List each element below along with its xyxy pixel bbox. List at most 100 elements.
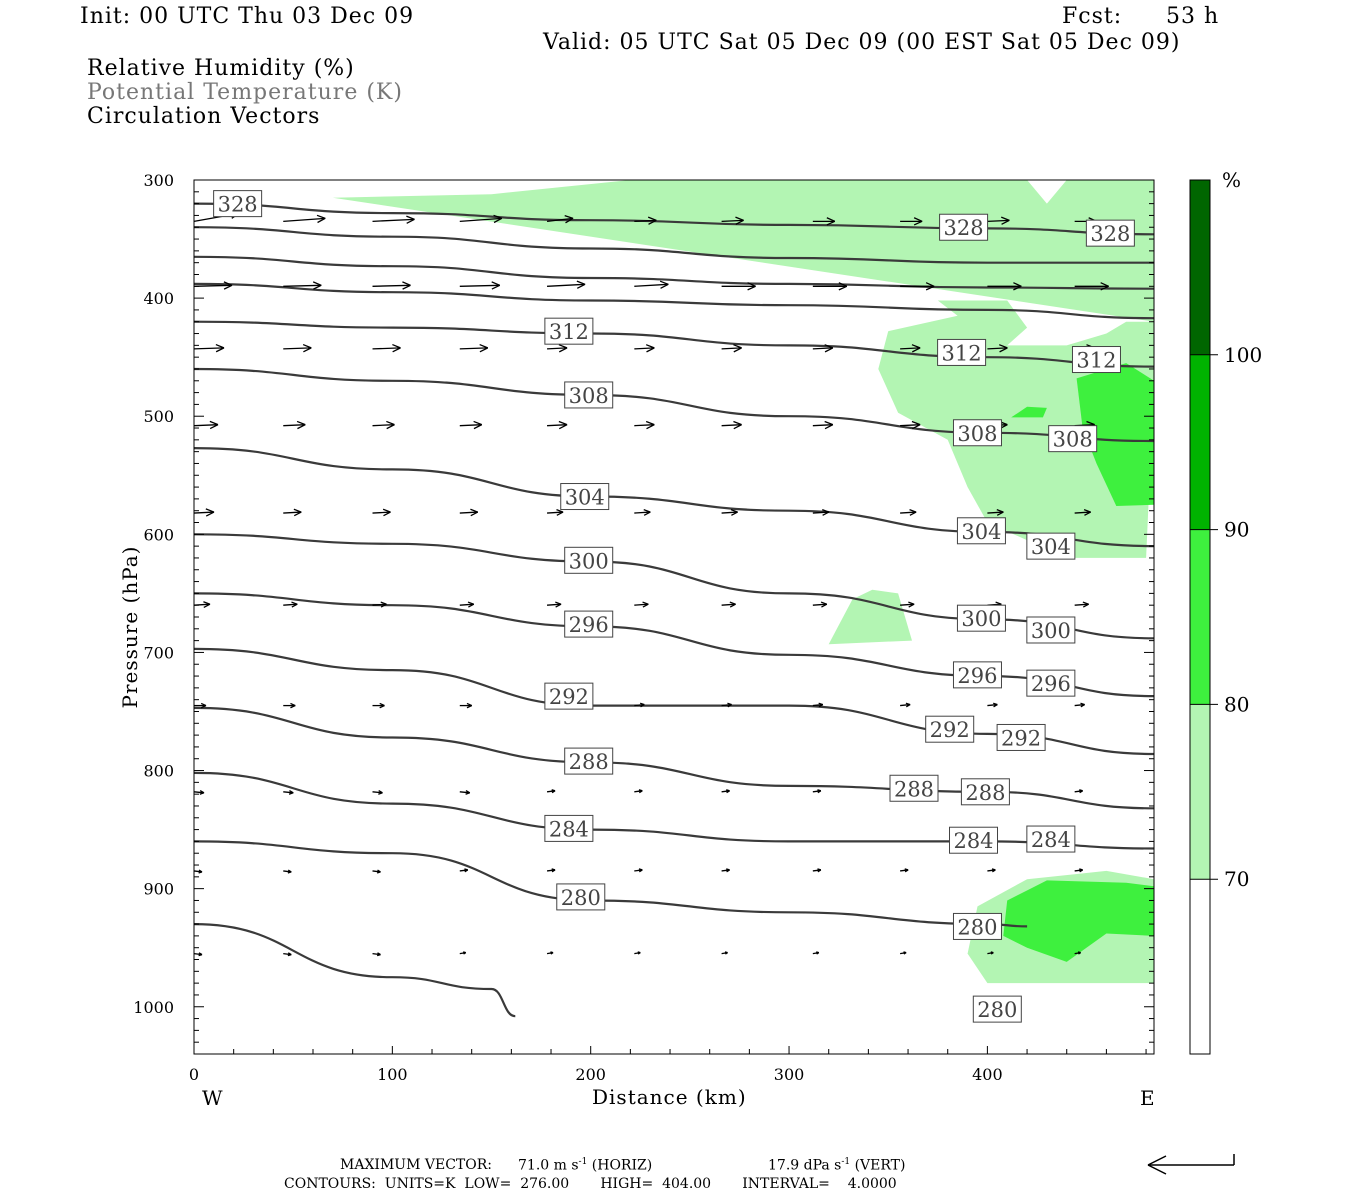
vector-arrow (987, 508, 1004, 516)
svg-text:308: 308 (569, 384, 609, 408)
vector-arrow (812, 601, 828, 608)
vector-arrow (372, 952, 381, 957)
contour-label: 292 (925, 715, 975, 743)
svg-text:312: 312 (549, 320, 589, 344)
theta-contour-296 (193, 592, 1155, 698)
vector-arrow (546, 789, 556, 794)
colorbar-segment (1190, 529, 1210, 705)
svg-text:296: 296 (957, 664, 997, 688)
circulation-vector-layer (193, 210, 1109, 957)
x-tick-label: 300 (774, 1065, 805, 1084)
contour-label: 312 (544, 317, 594, 345)
vector-arrow (900, 702, 911, 708)
valid-time: Valid: 05 UTC Sat 05 Dec 09 (00 EST Sat … (543, 30, 1181, 55)
vector-arrow (1074, 702, 1085, 708)
vector-arrow (193, 869, 203, 874)
theta-contour-324 (193, 226, 1154, 264)
vector-arrow (900, 601, 915, 608)
vector-arrow (1074, 789, 1083, 794)
vector-arrow (900, 508, 917, 516)
vector-arrow (1074, 508, 1091, 516)
axes: 0 100 200 300 400 300 400 500 600 700 800 900 1000 (133, 171, 1154, 1084)
rh-region-1 (828, 589, 912, 645)
vector-arrow (721, 601, 736, 608)
vector-arrow (634, 420, 655, 430)
contour-label-layer: 328 328 328 312 312 312 308 308 308 304 304 304 300 3… (213, 190, 1135, 1023)
y-tick-label: 1000 (133, 998, 174, 1017)
svg-text:280: 280 (957, 915, 997, 939)
colorbar-segment (1190, 354, 1210, 530)
vector-arrow (634, 601, 649, 608)
theta-contour-320 (193, 255, 1155, 290)
vector-arrow (372, 508, 391, 517)
vector-arrow (283, 790, 294, 795)
svg-text:292: 292 (549, 685, 589, 709)
contour-label: 300 (1026, 616, 1076, 644)
vector-arrow (459, 508, 479, 517)
vector-arrow (634, 702, 645, 708)
vector-arrow (459, 868, 469, 873)
colorbar-segment (1190, 879, 1210, 1054)
y-tick-label: 600 (143, 525, 174, 544)
svg-text:296: 296 (569, 613, 609, 637)
vector-arrow (812, 217, 836, 226)
vector-arrow (721, 282, 756, 291)
theta-contour-328 (193, 202, 1155, 236)
vector-arrow (634, 508, 651, 516)
svg-text:304: 304 (961, 520, 1001, 544)
vector-arrow (372, 343, 401, 353)
vector-arrow (547, 280, 586, 289)
svg-text:304: 304 (1031, 535, 1071, 559)
vector-arrow (283, 869, 292, 874)
vector-arrow (546, 215, 574, 224)
y-tick-label: 900 (143, 880, 174, 899)
legend-theta: Potential Temperature (K) (87, 80, 403, 105)
vector-arrow (459, 702, 473, 709)
vector-arrow (283, 508, 302, 517)
colorbar-level-label: 90 (1224, 518, 1249, 542)
x-axis-title: Distance (km) (592, 1085, 747, 1109)
vector-arrow (547, 508, 564, 516)
vector-arrow (194, 702, 207, 709)
vector-arrow (812, 702, 824, 708)
theta-contour-280 (193, 840, 1028, 928)
init-time: Init: 00 UTC Thu 03 Dec 09 (80, 4, 415, 29)
vector-arrow (987, 344, 1008, 353)
vector-arrow (283, 281, 322, 290)
vector-arrow (812, 508, 830, 516)
contour-label: 304 (560, 483, 610, 511)
contour-label: 292 (996, 723, 1046, 751)
vector-arrow (987, 868, 996, 873)
theta-contour-308 (193, 367, 1155, 443)
contour-label: 296 (564, 610, 614, 638)
vector-arrow (1074, 868, 1083, 873)
max-vector-label: MAXIMUM VECTOR: (340, 1157, 492, 1173)
vector-arrow (721, 702, 732, 708)
vector-arrow (812, 951, 820, 955)
vector-arrow (900, 217, 923, 226)
vector-arrow (634, 216, 657, 225)
contour-label: 328 (1085, 219, 1135, 247)
vector-arrow (812, 789, 822, 794)
vector-arrow (193, 420, 219, 430)
vector-arrow (372, 420, 395, 430)
vector-arrow (193, 281, 233, 290)
x-east-label: E (1140, 1086, 1156, 1110)
colorbar-segment (1190, 180, 1210, 355)
vector-arrow (812, 282, 848, 291)
vector-arrow (721, 868, 730, 873)
svg-text:328: 328 (944, 216, 984, 240)
contour-label: 280 (972, 995, 1022, 1023)
vector-arrow (900, 868, 909, 873)
contour-label: 296 (952, 661, 1002, 689)
forecast-hours: 53 h (1166, 4, 1220, 29)
vector-arrow (459, 420, 483, 430)
theta-contour-288 (193, 706, 1155, 810)
contour-label: 292 (544, 682, 594, 710)
svg-text:284: 284 (953, 829, 993, 853)
vector-arrow (721, 789, 730, 794)
svg-text:328: 328 (218, 193, 258, 217)
vector-arrow (193, 790, 205, 795)
contour-label: 284 (949, 826, 999, 854)
